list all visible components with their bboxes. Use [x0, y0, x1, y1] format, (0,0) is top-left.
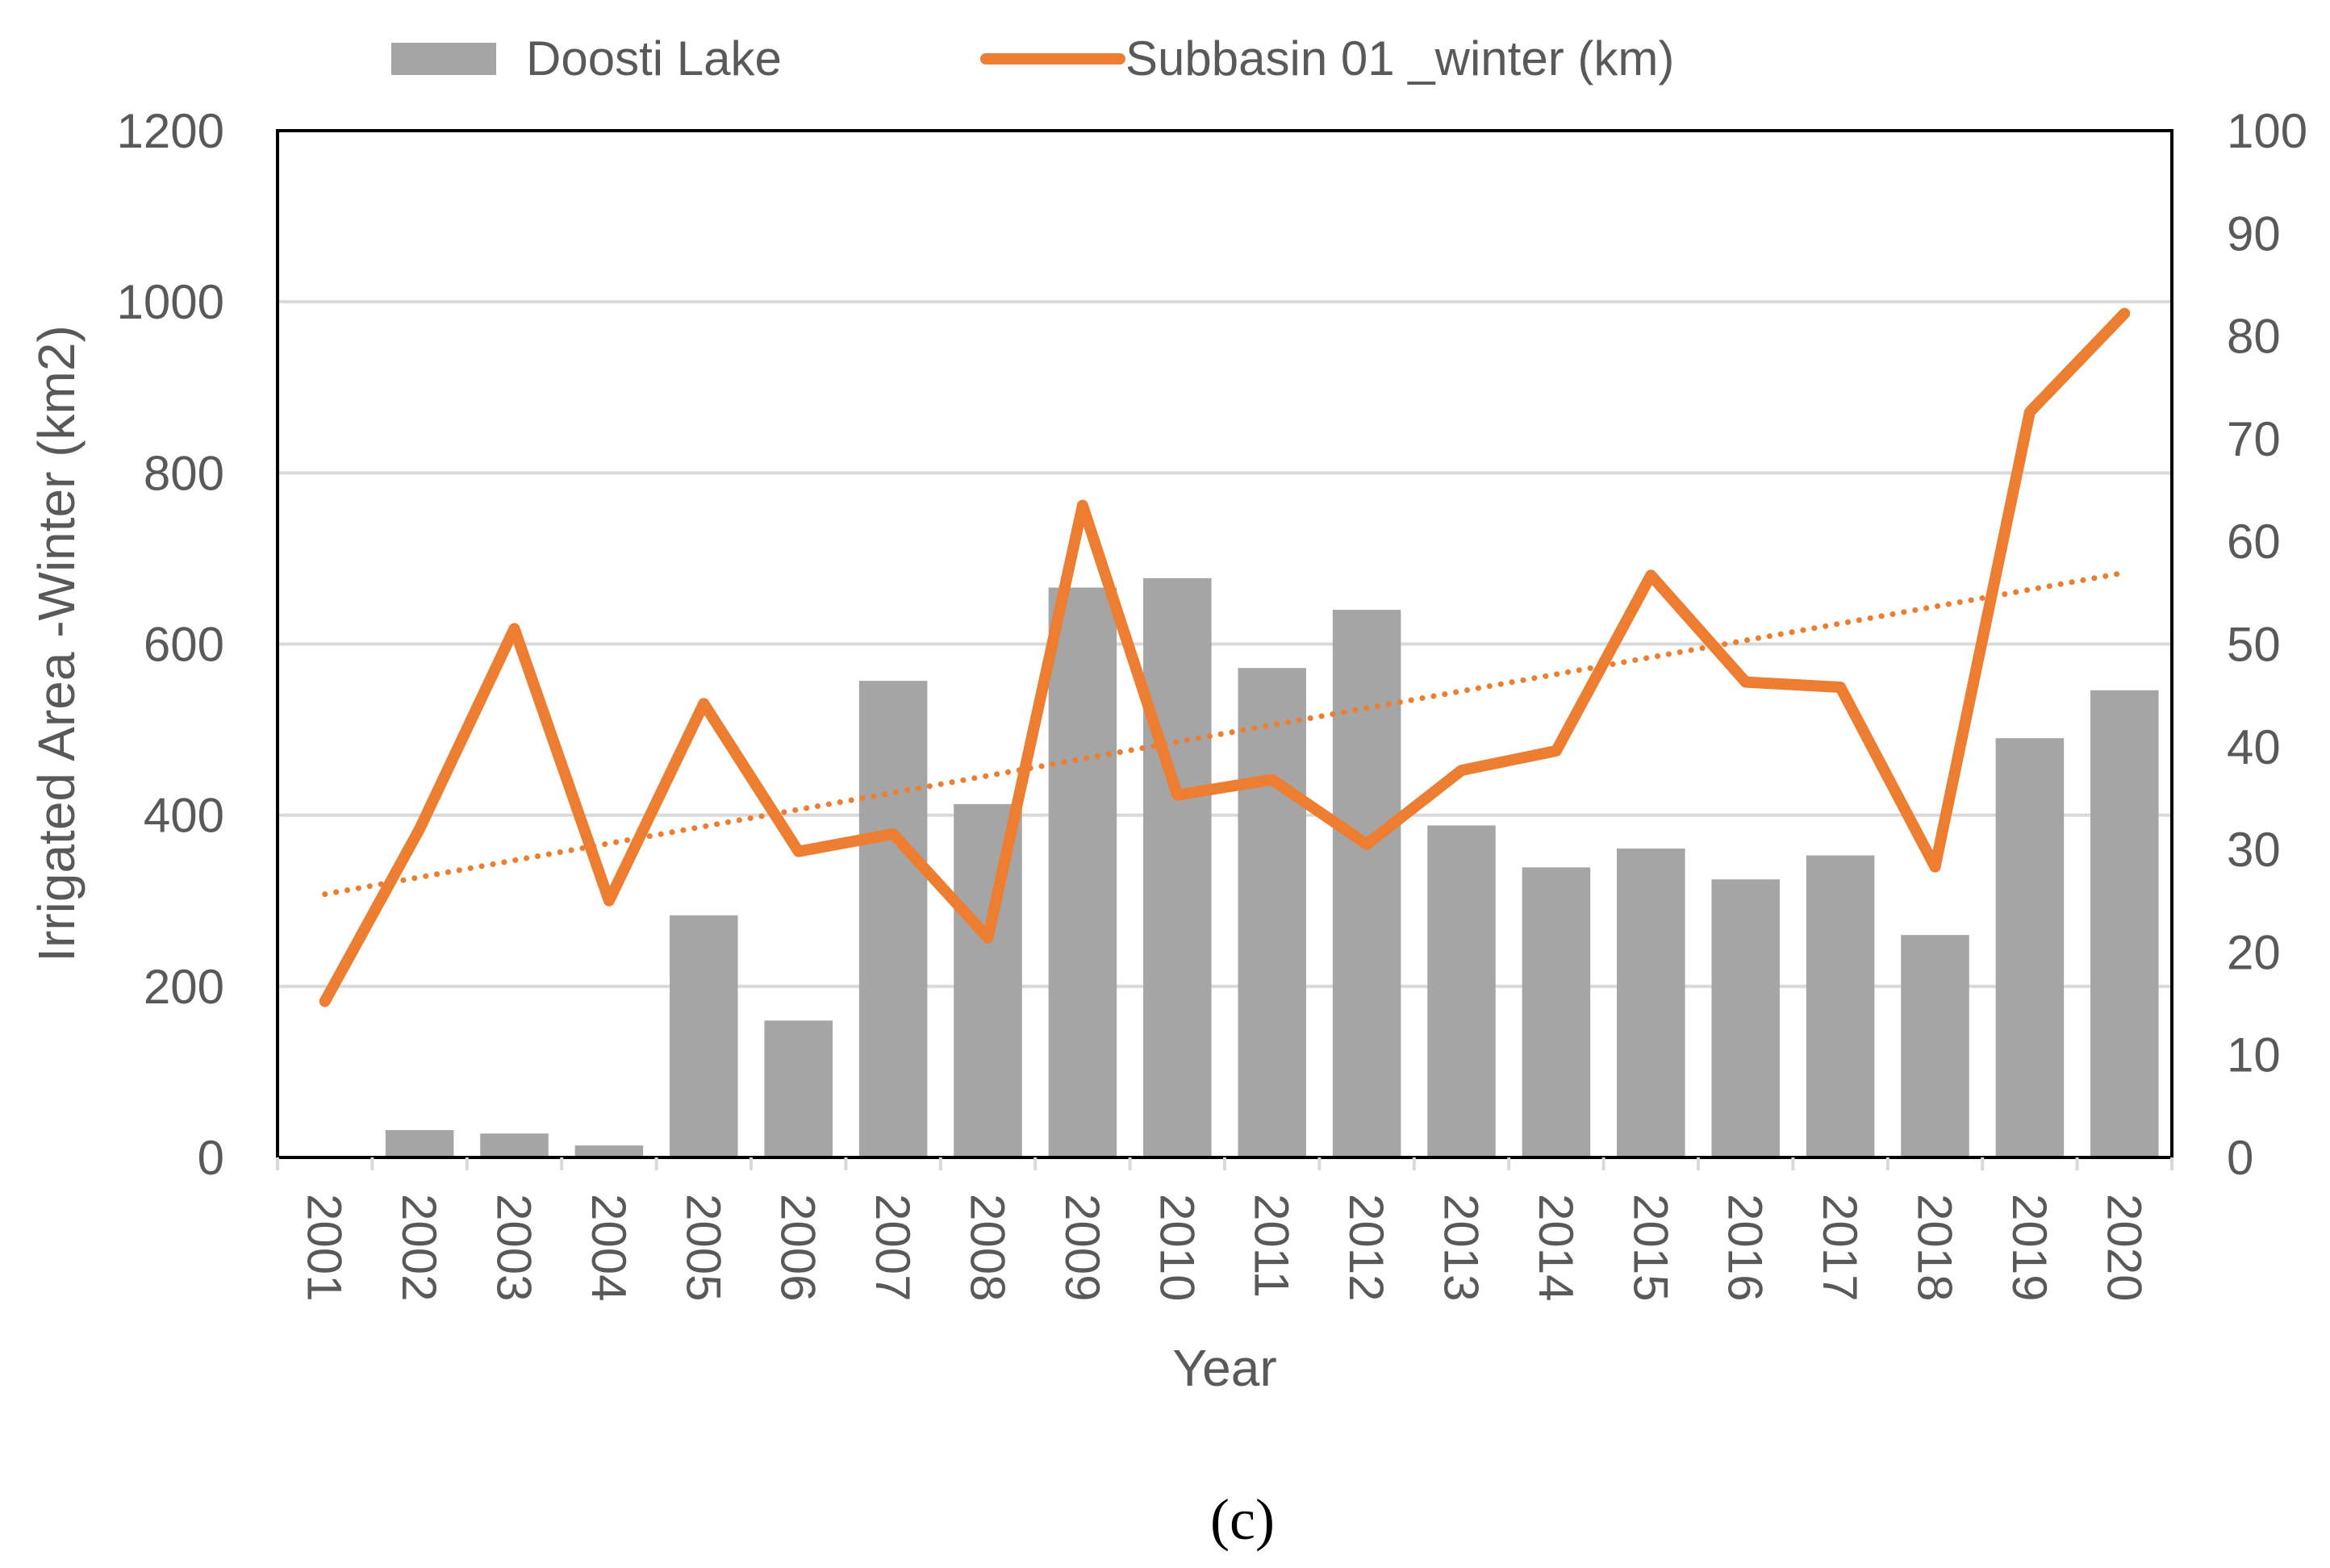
bar-2004 — [574, 1145, 644, 1157]
point-2009 — [1082, 505, 1084, 507]
x-tick-label: 2001 — [298, 1194, 352, 1301]
point-2004 — [608, 900, 610, 902]
x-axis-ticks: 2001 2002 2003 2004 2005 2006 2007 2008 2009 2010… — [276, 1157, 2173, 1301]
y2-tick-label: 70 — [2227, 412, 2281, 466]
bar-2018 — [1901, 935, 1969, 1157]
y-tick-label: 1000 — [117, 275, 224, 329]
y-tick-label: 200 — [144, 960, 224, 1014]
bar-2008 — [954, 803, 1022, 1157]
bar-2016 — [1711, 879, 1780, 1157]
x-tick-label: 2010 — [1150, 1194, 1204, 1301]
point-2017 — [1839, 686, 1841, 688]
y2-tick-label: 100 — [2227, 104, 2307, 158]
y2-tick-label: 30 — [2227, 823, 2281, 877]
y2-tick-label: 10 — [2227, 1028, 2281, 1082]
legend: Doosti Lake Subbasin 01 _winter (km) — [391, 31, 1674, 85]
point-2003 — [514, 628, 515, 629]
legend-label-subbasin: Subbasin 01 _winter (km) — [1125, 31, 1674, 85]
y-tick-label: 400 — [144, 789, 224, 843]
bar-2014 — [1522, 867, 1591, 1157]
bar-2007 — [858, 681, 928, 1157]
x-tick-label: 2004 — [582, 1194, 636, 1301]
point-2019 — [2029, 411, 2031, 413]
figure-caption: (c) — [1210, 1487, 1275, 1552]
x-tick-label: 2013 — [1434, 1194, 1489, 1301]
x-tick-label: 2019 — [2002, 1194, 2056, 1301]
x-tick-label: 2017 — [1813, 1194, 1867, 1301]
bar-2002 — [385, 1130, 454, 1157]
y2-tick-label: 20 — [2227, 925, 2281, 979]
x-tick-label: 2015 — [1623, 1194, 1677, 1301]
gridlines — [278, 129, 2172, 988]
point-2001 — [324, 1001, 326, 1003]
bar-2005 — [670, 915, 738, 1157]
x-tick-label: 2009 — [1055, 1194, 1109, 1301]
x-tick-label: 2020 — [2097, 1194, 2151, 1301]
y2-tick-label: 40 — [2227, 720, 2281, 774]
trendline — [322, 569, 2127, 898]
trendline-linear — [322, 569, 2127, 898]
point-2013 — [1461, 769, 1462, 771]
bar-2006 — [764, 1020, 833, 1157]
point-2010 — [1176, 794, 1178, 796]
x-tick-label: 2016 — [1718, 1194, 1773, 1301]
bar-2013 — [1427, 825, 1496, 1157]
bar-2009 — [1048, 587, 1117, 1157]
line-series-subbasin — [319, 307, 2131, 1007]
legend-swatch-doosti-lake — [391, 43, 496, 75]
point-2007 — [892, 833, 894, 835]
y-tick-label: 600 — [144, 618, 224, 672]
x-tick-label: 2006 — [771, 1194, 825, 1301]
bar-2012 — [1332, 610, 1401, 1157]
point-2014 — [1555, 750, 1557, 752]
x-tick-label: 2012 — [1339, 1194, 1393, 1301]
line-subbasin-winter — [319, 307, 2131, 1007]
bar-2020 — [2090, 690, 2159, 1157]
bar-2017 — [1806, 855, 1875, 1157]
bar-2011 — [1238, 668, 1306, 1157]
legend-label-doosti-lake: Doosti Lake — [526, 31, 782, 85]
x-tick-label: 2003 — [487, 1194, 541, 1301]
y2-tick-label: 60 — [2227, 515, 2281, 569]
x-tick-label: 2008 — [961, 1194, 1015, 1301]
y-tick-label: 0 — [198, 1131, 224, 1185]
y2-tick-label: 50 — [2227, 618, 2281, 672]
point-2006 — [798, 851, 800, 853]
bar-2019 — [1995, 738, 2065, 1157]
bar-2010 — [1143, 578, 1212, 1157]
bar-2003 — [480, 1133, 549, 1157]
point-2020 — [2123, 313, 2125, 315]
x-tick-label: 2011 — [1245, 1194, 1299, 1298]
left-axis-ticks: 0 200 400 600 800 1000 1200 — [117, 104, 224, 1185]
x-tick-label: 2002 — [392, 1194, 446, 1301]
right-axis-ticks: 0 10 20 30 40 50 60 70 80 90 100 — [2227, 104, 2307, 1185]
x-tick-label: 2014 — [1529, 1194, 1583, 1301]
y2-tick-label: 80 — [2227, 310, 2281, 364]
y-tick-label: 800 — [144, 446, 224, 500]
y-tick-label: 1200 — [117, 104, 224, 158]
x-tick-label: 2018 — [1908, 1194, 1962, 1301]
y2-tick-label: 0 — [2227, 1131, 2253, 1185]
bar-2015 — [1617, 849, 1685, 1157]
x-tick-label: 2005 — [676, 1194, 730, 1301]
bar-series-doosti-lake — [385, 578, 2159, 1157]
y-axis-title: Irrigated Area -Winter (km2) — [27, 325, 86, 962]
y2-tick-label: 90 — [2227, 206, 2281, 261]
point-2011 — [1271, 779, 1273, 781]
x-tick-label: 2007 — [866, 1194, 920, 1301]
x-axis-title: Year — [1172, 1339, 1276, 1397]
